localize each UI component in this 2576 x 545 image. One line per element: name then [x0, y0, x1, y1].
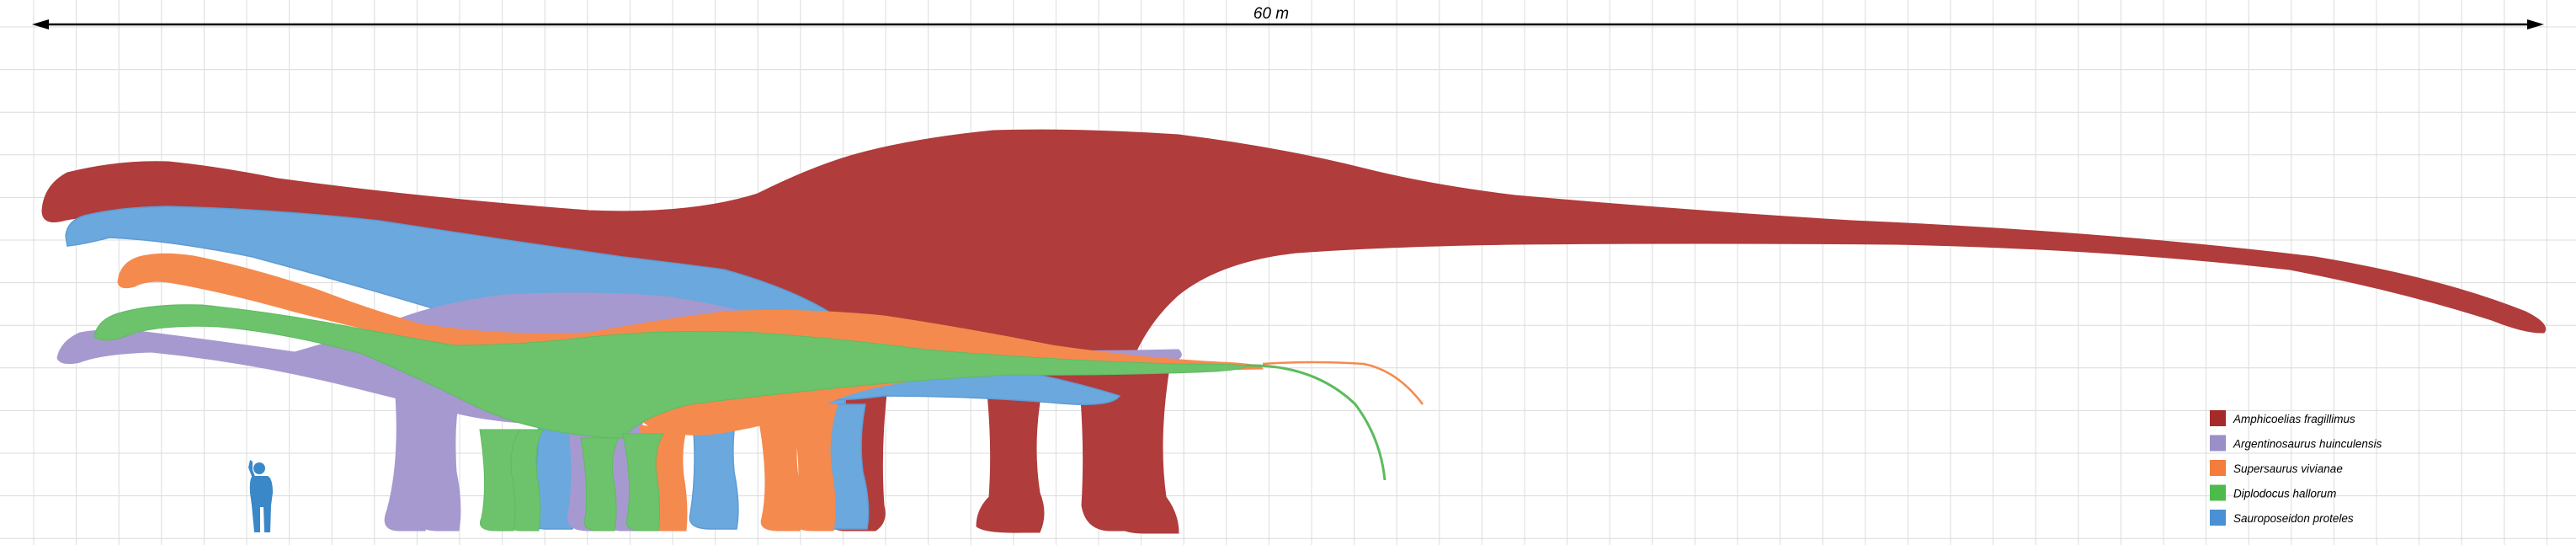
scale-bar-right-arrow	[2527, 19, 2544, 29]
legend-item: Diplodocus hallorum	[2210, 485, 2336, 501]
legend-label: Diplodocus hallorum	[2233, 488, 2336, 500]
legend-swatch	[2210, 460, 2226, 476]
legend-swatch	[2210, 410, 2226, 426]
legend-label: Supersaurus vivianae	[2233, 462, 2343, 475]
diplodocus-tail-whip	[1246, 366, 1385, 480]
human-silhouette	[248, 460, 273, 532]
legend-item: Argentinosaurus huinculensis	[2210, 435, 2382, 451]
human-body	[250, 476, 273, 532]
scale-bar-label: 60 m	[1253, 5, 1289, 23]
legend: Amphicoelias fragillimus Argentinosaurus …	[2210, 410, 2382, 526]
legend-item: Supersaurus vivianae	[2210, 460, 2343, 476]
legend-item: Amphicoelias fragillimus	[2210, 410, 2355, 426]
legend-swatch	[2210, 510, 2226, 526]
scale-bar-left-arrow	[32, 19, 49, 29]
legend-label: Amphicoelias fragillimus	[2233, 413, 2355, 425]
legend-item: Sauroposeidon proteles	[2210, 510, 2354, 526]
legend-swatch	[2210, 485, 2226, 501]
legend-label: Sauroposeidon proteles	[2233, 512, 2354, 525]
scale-bar: 60 m	[32, 5, 2544, 29]
human-head	[253, 462, 265, 474]
legend-swatch	[2210, 435, 2226, 451]
legend-label: Argentinosaurus huinculensis	[2233, 438, 2382, 451]
